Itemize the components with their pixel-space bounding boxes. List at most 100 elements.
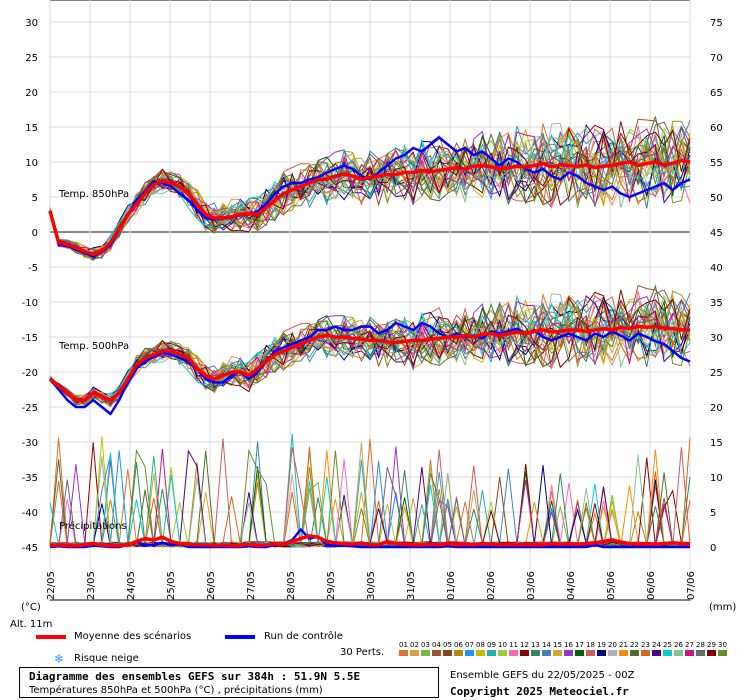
perturbation-swatch <box>498 650 507 656</box>
pert-line-t850 <box>49 126 691 255</box>
left-tick-label: 0 <box>32 228 38 239</box>
mean-legend-label: Moyenne des scénarios <box>74 631 192 642</box>
right-tick-label: 60 <box>710 123 723 134</box>
right-axis-unit: (mm) <box>709 602 736 613</box>
left-tick-label: -45 <box>22 543 38 554</box>
perturbation-number: 23 <box>641 641 650 649</box>
x-tick-label: 29/05 <box>326 571 337 600</box>
left-tick-label: 10 <box>25 158 38 169</box>
perturbation-number: 20 <box>608 641 617 649</box>
x-tick-label: 02/06 <box>486 571 497 600</box>
perturbations-label: 30 Perts. <box>340 647 385 658</box>
left-tick-label: -5 <box>28 263 38 274</box>
perturbation-swatch <box>509 650 518 656</box>
main-series <box>48 136 691 549</box>
perturbation-number: 21 <box>619 641 628 649</box>
right-tick-label: 45 <box>710 228 723 239</box>
perturbation-number: 22 <box>630 641 639 649</box>
right-tick-label: 30 <box>710 333 723 344</box>
perturbation-swatch <box>641 650 650 656</box>
altitude-label: Alt. 11m <box>10 619 52 630</box>
pert-line-t500 <box>49 301 691 406</box>
right-tick-label: 5 <box>710 508 716 519</box>
perturbation-swatch <box>575 650 584 656</box>
perturbation-swatch <box>520 650 529 656</box>
right-tick-label: 75 <box>710 18 723 29</box>
perturbation-number: 27 <box>685 641 694 649</box>
perturbation-number: 24 <box>652 641 661 649</box>
footer-subtitle: Températures 850hPa et 500hPa (°C) , pré… <box>29 685 323 696</box>
panel-label-precip: Précipitations <box>59 520 127 532</box>
panel-label-t500: Temp. 500hPa <box>58 341 129 352</box>
perturbation-swatch <box>586 650 595 656</box>
perturbation-swatch <box>608 650 617 656</box>
perturbation-swatch <box>619 650 628 656</box>
perturbation-number: 28 <box>696 641 705 649</box>
perturbation-number: 07 <box>465 641 474 649</box>
perturbation-number: 12 <box>520 641 529 649</box>
perturbation-number: 18 <box>586 641 595 649</box>
snowflake-icon: ❄ <box>54 652 65 666</box>
perturbation-number: 06 <box>454 641 463 649</box>
right-tick-label: 50 <box>710 193 723 204</box>
left-axis-unit: (°C) <box>21 602 41 613</box>
perturbation-number: 29 <box>707 641 716 649</box>
mean-legend-swatch <box>36 635 66 639</box>
perturbation-swatch <box>718 650 727 656</box>
left-tick-label: 5 <box>32 193 38 204</box>
x-tick-label: 23/05 <box>86 571 97 600</box>
control-legend-swatch <box>225 635 255 639</box>
x-tick-label: 01/06 <box>446 571 457 600</box>
left-tick-label: 25 <box>25 53 38 64</box>
right-tick-label: 35 <box>710 298 723 309</box>
x-tick-label: 27/05 <box>246 571 257 600</box>
mean-line-precip <box>49 534 691 548</box>
footer-box: Diagramme des ensembles GEFS sur 384h : … <box>19 667 439 698</box>
perturbation-swatch <box>707 650 716 656</box>
right-tick-label: 40 <box>710 263 723 274</box>
x-tick-label: 26/05 <box>206 571 217 600</box>
perturbation-swatch <box>597 650 606 656</box>
left-tick-label: -10 <box>22 298 38 309</box>
left-tick-label: -35 <box>22 473 38 484</box>
right-tick-label: 25 <box>710 368 723 379</box>
x-tick-label: 30/05 <box>366 571 377 600</box>
pert-line-t850 <box>49 131 691 255</box>
perturbation-swatch <box>630 650 639 656</box>
perturbation-number: 08 <box>476 641 485 649</box>
perturbation-swatch <box>454 650 463 656</box>
left-axis: 30 25 20 15 10 5 0 -5 -10 -15 -20 -25 -30 -35 -40 -45 <box>22 18 38 554</box>
pert-line-t850 <box>49 133 691 254</box>
left-tick-label: 15 <box>25 123 38 134</box>
perturbation-swatch <box>399 650 408 656</box>
perturbation-swatch <box>652 650 661 656</box>
x-tick-label: 06/06 <box>646 571 657 600</box>
right-tick-label: 0 <box>710 543 716 554</box>
control-legend-label: Run de contrôle <box>264 631 343 642</box>
perturbation-number: 09 <box>487 641 496 649</box>
left-tick-label: -15 <box>22 333 38 344</box>
x-tick-label: 04/06 <box>566 571 577 600</box>
left-tick-label: -20 <box>22 368 38 379</box>
perturbation-swatch <box>553 650 562 656</box>
perturbation-number: 03 <box>421 641 430 649</box>
copyright: Copyright 2025 Meteociel.fr <box>450 685 629 698</box>
footer-title: Diagramme des ensembles GEFS sur 384h : … <box>29 670 361 683</box>
perturbation-swatch <box>663 650 672 656</box>
perturbation-number: 16 <box>564 641 573 649</box>
x-tick-label: 31/05 <box>406 571 417 600</box>
pert-line-t500 <box>49 294 691 405</box>
perturbation-swatch <box>542 650 551 656</box>
mean-line-t500 <box>48 324 690 402</box>
left-tick-label: 30 <box>25 18 38 29</box>
panel-label-t850: Temp. 850hPa <box>58 189 129 200</box>
mean-line-t850 <box>48 158 691 257</box>
x-tick-label: 25/05 <box>166 571 177 600</box>
x-tick-label: 28/05 <box>286 571 297 600</box>
x-tick-label: 03/06 <box>526 571 537 600</box>
right-tick-label: 65 <box>710 88 723 99</box>
x-tick-label: 05/06 <box>606 571 617 600</box>
right-tick-label: 20 <box>710 403 723 414</box>
